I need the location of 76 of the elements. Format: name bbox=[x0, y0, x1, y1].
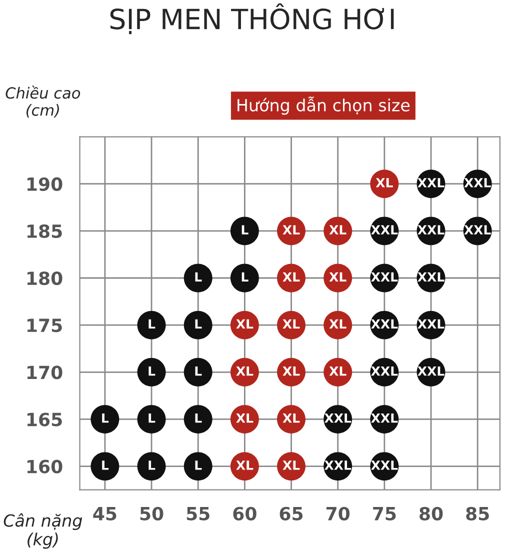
data-label: XXL bbox=[371, 366, 398, 376]
x-tick-label: 60 bbox=[233, 506, 256, 520]
chart-title: SỊP MEN THÔNG HƠI bbox=[110, 3, 394, 34]
data-label: XL bbox=[236, 319, 254, 329]
y-axis-title: Chiều cao (cm) bbox=[6, 86, 80, 118]
data-label: XXL bbox=[418, 319, 444, 329]
data-label: L bbox=[195, 460, 202, 470]
x-tick-label: 80 bbox=[420, 506, 443, 520]
data-label: XL bbox=[376, 178, 393, 188]
x-tick-label: 55 bbox=[186, 507, 210, 520]
data-label: L bbox=[242, 272, 248, 282]
data-label: XL bbox=[329, 319, 346, 329]
y-tick-label: 185 bbox=[27, 224, 62, 238]
data-label: XXL bbox=[371, 414, 398, 423]
point bbox=[184, 264, 212, 292]
y-tick-label: 170 bbox=[27, 366, 62, 380]
data-label: XXL bbox=[371, 319, 398, 329]
data-label: L bbox=[148, 319, 156, 329]
y-tick-label: 165 bbox=[27, 412, 62, 426]
x-tick-label: 65 bbox=[280, 506, 303, 520]
data-label: L bbox=[195, 414, 202, 423]
data-label: XXL bbox=[418, 366, 444, 376]
point bbox=[137, 358, 166, 386]
data-label: XXL bbox=[464, 225, 491, 234]
data-label: XL bbox=[236, 366, 254, 376]
point bbox=[184, 310, 212, 340]
data-label: XL bbox=[282, 319, 300, 329]
y-tick-label: 175 bbox=[27, 318, 62, 332]
data-label: XL bbox=[282, 366, 300, 376]
data-label: XL bbox=[282, 225, 300, 234]
data-label: XL bbox=[282, 272, 300, 282]
y-tick-label: 190 bbox=[27, 177, 62, 191]
data-label: XXL bbox=[371, 225, 398, 234]
data-label: XXL bbox=[324, 460, 352, 470]
data-label: L bbox=[148, 366, 156, 376]
y-tick-label: 180 bbox=[27, 271, 62, 286]
x-tick-label: 85 bbox=[466, 506, 489, 520]
data-label: L bbox=[102, 414, 109, 423]
point bbox=[230, 216, 259, 246]
x-tick-label: 75 bbox=[373, 507, 396, 520]
data-label: XL bbox=[282, 414, 300, 423]
data-label: XXL bbox=[418, 272, 444, 282]
data-label: L bbox=[195, 319, 202, 329]
data-label: L bbox=[195, 366, 202, 376]
data-label: XXL bbox=[371, 272, 398, 282]
point bbox=[184, 452, 212, 481]
point bbox=[90, 452, 120, 481]
data-label: XXL bbox=[324, 414, 352, 423]
data-label: XXL bbox=[418, 178, 444, 188]
point bbox=[184, 404, 212, 434]
data-label: XL bbox=[236, 414, 254, 423]
data-label: XXL bbox=[371, 460, 398, 470]
point bbox=[137, 404, 166, 434]
data-label: L bbox=[195, 272, 202, 282]
x-tick-label: 70 bbox=[326, 506, 350, 520]
data-label: L bbox=[102, 460, 109, 470]
text: Hướng dẫn chọn size bbox=[238, 96, 410, 115]
data-label: XXL bbox=[418, 225, 444, 234]
point bbox=[90, 404, 120, 434]
data-label: XL bbox=[236, 460, 254, 470]
data-label: XL bbox=[329, 225, 346, 234]
x-axis-title: Cân nặng (kg) bbox=[4, 513, 82, 549]
data-label: L bbox=[242, 225, 248, 234]
point bbox=[137, 310, 166, 340]
point bbox=[184, 358, 212, 386]
data-label: XL bbox=[329, 272, 346, 282]
point bbox=[230, 264, 259, 292]
data-label: XXL bbox=[464, 178, 491, 188]
x-tick-label: 45 bbox=[93, 507, 116, 520]
data-label: XL bbox=[329, 366, 346, 376]
data-label: XL bbox=[282, 460, 300, 470]
point bbox=[137, 452, 166, 481]
data-label: L bbox=[148, 414, 156, 423]
data-label: L bbox=[148, 460, 156, 470]
x-tick-label: 50 bbox=[140, 506, 164, 520]
y-tick-label: 160 bbox=[27, 460, 62, 474]
